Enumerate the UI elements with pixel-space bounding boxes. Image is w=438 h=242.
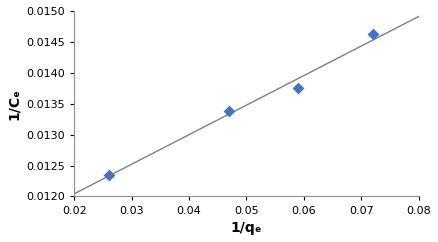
Point <box>295 86 302 90</box>
Point <box>226 109 233 113</box>
Y-axis label: 1/Cₑ: 1/Cₑ <box>7 88 21 120</box>
Point <box>369 32 376 36</box>
X-axis label: 1/qₑ: 1/qₑ <box>231 221 262 235</box>
Point <box>105 173 112 177</box>
